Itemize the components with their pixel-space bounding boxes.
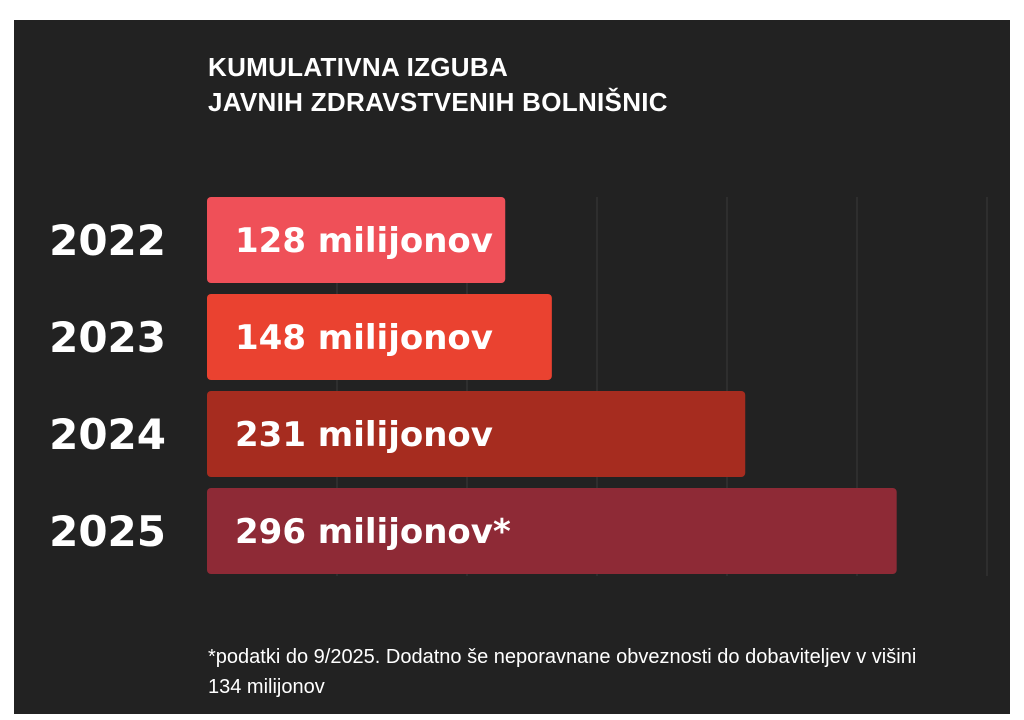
category-label-2025: 2025 [49,507,166,556]
bar-2023 [207,294,552,380]
data-label-2025: 296 milijonov* [235,512,511,552]
chart-footnote: *podatki do 9/2025. Dodatno še neporavna… [208,646,917,698]
bar-2024 [207,391,746,477]
chart-title-line-2: JAVNIH ZDRAVSTVENIH BOLNIŠNIC [208,87,668,117]
category-label-2023: 2023 [49,313,166,362]
chart-title-line-1: KUMULATIVNA IZGUBA [208,52,509,82]
category-label-2022: 2022 [49,216,166,265]
chart-title: KUMULATIVNA IZGUBA JAVNIH ZDRAVSTVENIH B… [208,50,668,120]
data-label-2024: 231 milijonov [235,415,493,455]
data-label-2022: 128 milijonov [235,221,493,261]
bar-2025 [207,488,897,574]
bar-2022 [207,197,506,283]
data-label-2023: 148 milijonov [235,318,493,358]
category-label-2024: 2024 [49,410,166,459]
bar-chart: 2022 128 milijonov 2023 148 milijonov 2024 23… [49,197,988,576]
chart-panel: KUMULATIVNA IZGUBA JAVNIH ZDRAVSTVENIH B… [14,20,1010,714]
